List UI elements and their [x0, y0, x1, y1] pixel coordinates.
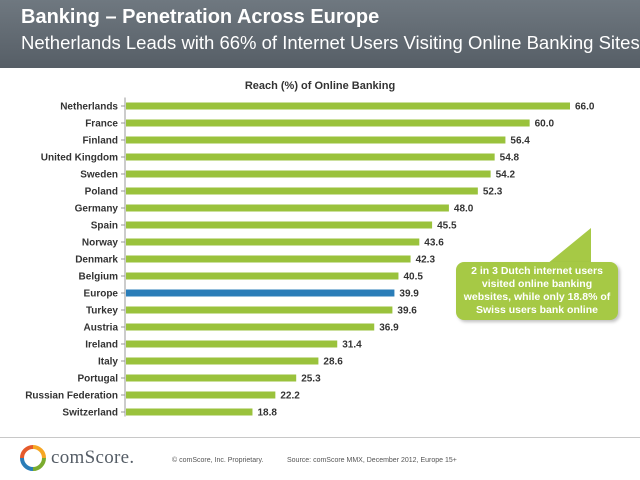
data-label: 66.0: [575, 102, 595, 113]
bar: [126, 153, 495, 161]
data-label: 31.4: [342, 340, 362, 351]
logo-wordmark: comScore.: [51, 447, 135, 468]
category-label: Europe: [84, 289, 119, 300]
footer-divider: [0, 437, 640, 438]
bar: [126, 374, 297, 382]
data-label: 18.8: [257, 408, 277, 419]
comscore-logo-icon: [20, 445, 46, 471]
bar: [126, 102, 570, 110]
data-label: 54.2: [496, 170, 516, 181]
copyright-text: © comScore, Inc. Proprietary.: [172, 457, 264, 464]
bar-highlight: [126, 289, 395, 297]
data-label: 48.0: [454, 204, 474, 215]
category-label: Netherlands: [60, 102, 118, 113]
page-subtitle: Netherlands Leads with 66% of Internet U…: [21, 32, 640, 53]
category-label: Austria: [84, 323, 119, 334]
page-title: Banking – Penetration Across Europe: [21, 6, 380, 28]
category-label: Belgium: [79, 272, 119, 283]
category-label: Sweden: [80, 170, 118, 181]
category-label: Switzerland: [62, 408, 118, 419]
category-label: Germany: [75, 204, 119, 215]
bar: [126, 119, 530, 127]
bar: [126, 391, 276, 399]
category-label: Ireland: [85, 340, 118, 351]
bar: [126, 323, 375, 331]
bar: [126, 408, 253, 416]
bar: [126, 255, 411, 263]
callout-pointer: [547, 228, 591, 264]
data-label: 28.6: [323, 357, 343, 368]
data-label: 60.0: [535, 119, 555, 130]
bar: [126, 306, 393, 314]
data-label: 52.3: [483, 187, 503, 198]
bar: [126, 170, 491, 178]
chart-title: Reach (%) of Online Banking: [244, 80, 396, 92]
bar: [126, 340, 338, 348]
category-label: Finland: [82, 136, 118, 147]
bar: [126, 272, 399, 280]
category-label: Norway: [82, 238, 119, 249]
data-label: 43.6: [424, 238, 444, 249]
bar: [126, 204, 449, 212]
data-label: 56.4: [510, 136, 530, 147]
category-label: Turkey: [86, 306, 118, 317]
data-label: 45.5: [437, 221, 457, 232]
bar: [126, 238, 420, 246]
data-label: 39.6: [397, 306, 417, 317]
data-label: 36.9: [379, 323, 399, 334]
category-label: Portugal: [77, 374, 118, 385]
category-label: Spain: [91, 221, 118, 232]
callout-box: 2 in 3 Dutch internet users visited onli…: [456, 262, 618, 320]
category-label: Denmark: [75, 255, 118, 266]
data-label: 25.3: [301, 374, 321, 385]
category-label: United Kingdom: [41, 153, 118, 164]
category-label: Poland: [85, 187, 118, 198]
header-banner: Banking – Penetration Across Europe Neth…: [0, 0, 640, 68]
data-label: 39.9: [399, 289, 419, 300]
bar: [126, 187, 478, 195]
category-label: France: [85, 119, 118, 130]
data-label: 54.8: [500, 153, 520, 164]
data-label: 42.3: [416, 255, 436, 266]
data-label: 40.5: [403, 272, 423, 283]
bar: [126, 221, 433, 229]
data-label: 22.2: [280, 391, 300, 402]
bar: [126, 136, 506, 144]
source-note: Source: comScore MMX, December 2012, Eur…: [287, 457, 457, 464]
comscore-logo: comScore.: [20, 445, 134, 471]
category-label: Italy: [98, 357, 118, 368]
bar: [126, 357, 319, 365]
category-label: Russian Federation: [25, 391, 118, 402]
